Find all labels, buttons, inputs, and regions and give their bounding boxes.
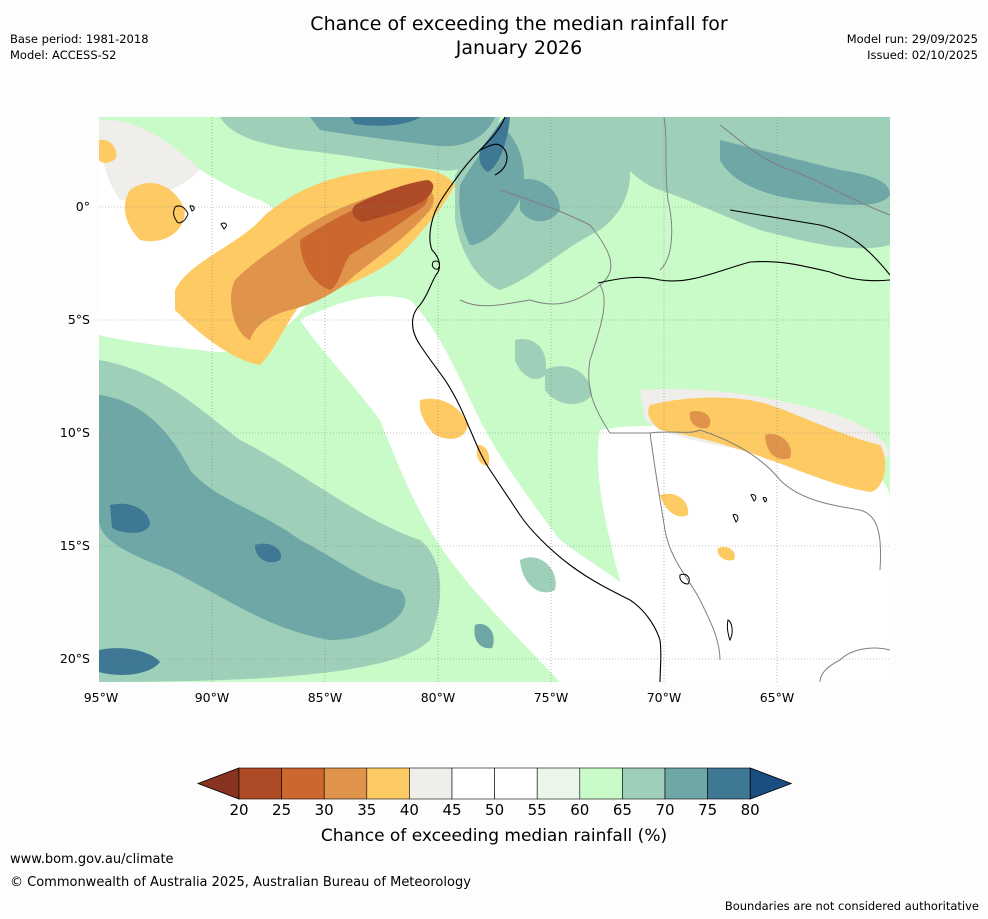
website-link[interactable]: www.bom.gov.au/climate (10, 852, 174, 867)
colorbar-segment (622, 767, 666, 800)
colorbar-title: Chance of exceeding median rainfall (%) (320, 826, 668, 846)
colorbar-segment (579, 767, 623, 800)
colorbar-over-arrow (749, 767, 793, 800)
colorbar (196, 767, 793, 800)
field-75-south-blob (474, 624, 494, 649)
field-75-north (310, 117, 495, 147)
colorbar-tick-label: 60 (570, 801, 590, 819)
map-title-line1: Chance of exceeding the median rainfall … (310, 13, 728, 35)
lon-label-65w: 65°W (759, 690, 795, 705)
colorbar-tick-label: 70 (655, 801, 675, 819)
gridlines (99, 117, 890, 682)
field-50-coastal (300, 296, 660, 682)
meta-right: Model run: 29/09/2025 Issued: 02/10/2025 (847, 31, 978, 63)
colorbar-segment (409, 767, 453, 800)
colorbar-segment (238, 767, 282, 800)
field-75-ocean-south (99, 395, 406, 640)
colorbar-tick-label: 40 (399, 801, 419, 819)
field-30-interior-band (765, 434, 791, 460)
colorbar-tick-label: 30 (314, 801, 334, 819)
colorbar-tick-label: 75 (698, 801, 718, 819)
disclaimer: Boundaries are not considered authoritat… (724, 899, 979, 913)
field-50-interior-south (598, 425, 890, 682)
lat-label-5s: 5°S (67, 312, 90, 327)
colorbar-tick-label: 45 (442, 801, 462, 819)
base-period: Base period: 1981-2018 (10, 32, 149, 46)
field-70-south-blob (520, 557, 556, 593)
colorbar-tick-label: 65 (612, 801, 632, 819)
colorbar-segment (664, 767, 708, 800)
coastline (411, 117, 662, 682)
colorbar-segment (707, 767, 751, 800)
lat-label-20s: 20°S (59, 651, 90, 666)
lon-label-75w: 75°W (533, 690, 569, 705)
colorbar-tick-label: 20 (229, 801, 249, 819)
meta-left: Base period: 1981-2018 Model: ACCESS-S2 (10, 31, 149, 63)
field-80-ocean-south1 (110, 503, 150, 533)
model-run: Model run: 29/09/2025 (846, 32, 978, 46)
lat-label-0: 0° (75, 199, 90, 214)
field-75-center (520, 179, 560, 222)
field-80-north (350, 117, 420, 126)
field-40-west (99, 119, 200, 200)
field-70-peru-interior2 (545, 366, 592, 405)
lat-label-10s: 10°S (59, 425, 90, 440)
field-35-peru-coast (419, 398, 468, 439)
lon-label-80w: 80°W (420, 690, 456, 705)
field-35-coast-small (476, 444, 490, 466)
map-field (99, 117, 890, 682)
colorbar-tick-label: 25 (272, 801, 292, 819)
colorbar-segment (536, 767, 581, 800)
issued-date: Issued: 02/10/2025 (867, 48, 978, 62)
colorbar-segment (366, 767, 410, 800)
field-75-ecuador (459, 125, 524, 245)
colorbar-segment (323, 767, 368, 800)
lon-label-85w: 85°W (307, 690, 343, 705)
field-30-interior-band2 (689, 411, 711, 429)
lat-label-15s: 15°S (59, 538, 90, 553)
field-35-galapagos (124, 182, 185, 242)
river-lines (597, 209, 890, 284)
colorbar-tick-label: 50 (485, 801, 505, 819)
model-name: Model: ACCESS-S2 (10, 48, 117, 62)
lon-label-90w: 90°W (194, 690, 230, 705)
colorbar-tick-label: 35 (357, 801, 377, 819)
field-80-ocean-south2 (99, 648, 160, 675)
colorbar-segment (494, 767, 538, 800)
field-75-northeast (720, 140, 890, 205)
colorbar-tick-label: 55 (527, 801, 547, 819)
map-title-line2: January 2026 (455, 37, 583, 59)
colorbar-segment (281, 767, 325, 800)
islands (173, 205, 767, 642)
field-25-dry-band (300, 187, 429, 290)
colorbar-tick-label: 80 (740, 801, 760, 819)
field-35-bolivia (660, 493, 689, 517)
field-35-altiplano (717, 546, 735, 561)
field-20-dry-core (352, 180, 434, 222)
colorbar-segment (451, 767, 495, 800)
colorbar-under-arrow (196, 767, 240, 800)
field-70-peru-interior (515, 339, 546, 380)
field-35-nw-edge (99, 139, 117, 163)
country-boundaries (459, 117, 890, 682)
copyright: © Commonwealth of Australia 2025, Austra… (10, 875, 471, 890)
map-title: Chance of exceeding the median rainfall … (0, 12, 988, 60)
lon-label-95w: 95°W (83, 690, 119, 705)
lon-label-70w: 70°W (646, 690, 682, 705)
field-80-ocean-south3 (255, 543, 281, 563)
